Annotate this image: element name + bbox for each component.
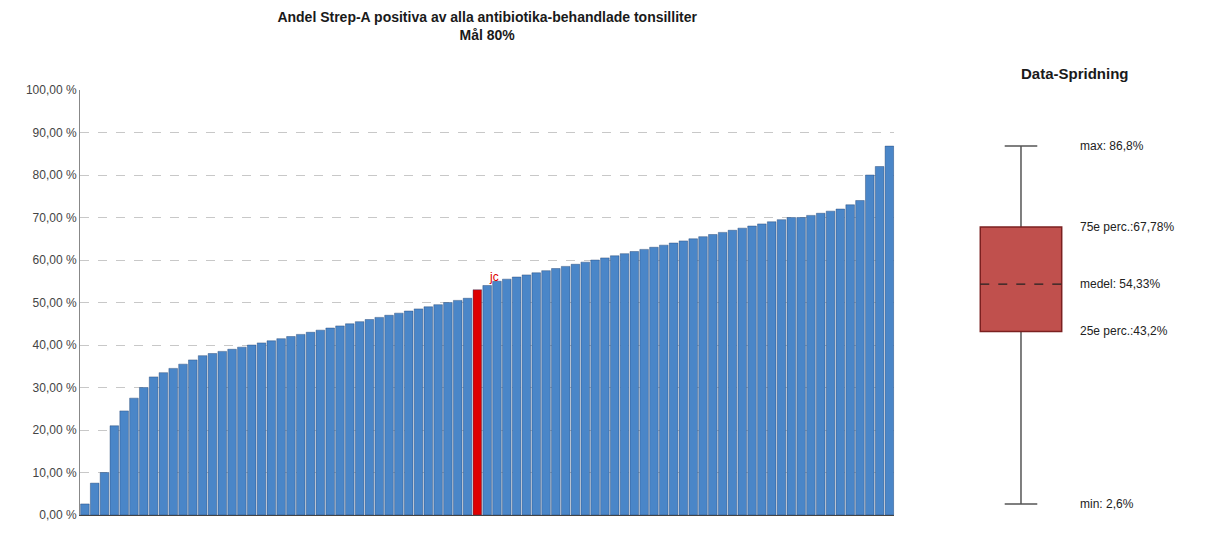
svg-text:min: 2,6%: min: 2,6% (1080, 497, 1134, 511)
svg-text:20,00 %: 20,00 % (33, 423, 77, 437)
svg-text:60,00 %: 60,00 % (33, 253, 77, 267)
svg-text:10,00 %: 10,00 % (33, 466, 77, 480)
svg-text:40,00 %: 40,00 % (33, 338, 77, 352)
svg-text:90,00 %: 90,00 % (33, 126, 77, 140)
svg-text:75e perc.:67,78%: 75e perc.:67,78% (1080, 220, 1174, 234)
svg-text:max: 86,8%: max: 86,8% (1080, 139, 1144, 153)
svg-text:100,00 %: 100,00 % (26, 83, 77, 97)
svg-text:50,00 %: 50,00 % (33, 296, 77, 310)
svg-text:medel: 54,33%: medel: 54,33% (1080, 277, 1160, 291)
svg-text:70,00 %: 70,00 % (33, 211, 77, 225)
svg-text:jc: jc (489, 270, 499, 284)
svg-text:0,00 %: 0,00 % (39, 508, 77, 522)
svg-text:30,00 %: 30,00 % (33, 381, 77, 395)
svg-text:25e perc.:43,2%: 25e perc.:43,2% (1080, 324, 1168, 338)
svg-text:Data-Spridning: Data-Spridning (1021, 65, 1129, 82)
svg-text:80,00 %: 80,00 % (33, 168, 77, 182)
svg-text:Andel Strep-A positiva av alla: Andel Strep-A positiva av alla antibioti… (277, 9, 697, 43)
